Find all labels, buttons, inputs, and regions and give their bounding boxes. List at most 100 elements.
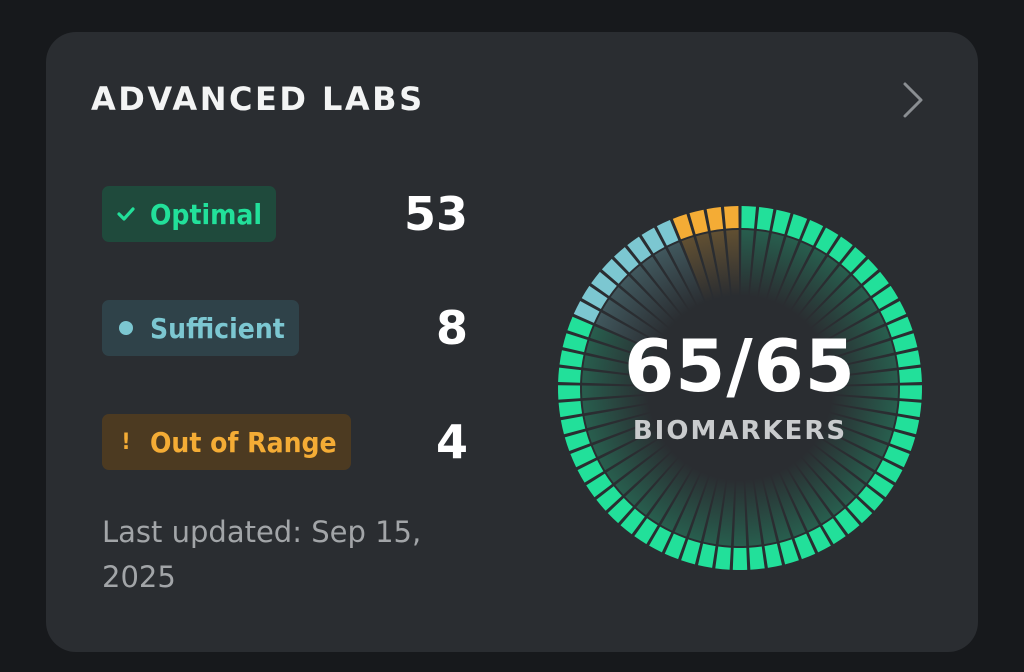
gauge-segment-glow <box>595 312 660 351</box>
gauge-segment-glow <box>794 457 844 516</box>
gauge-segment-optimal <box>890 431 916 452</box>
gauge-segment-glow <box>775 242 813 307</box>
gauge-segment-optimal <box>894 416 920 435</box>
gauge-segment-optimal <box>872 285 899 310</box>
gauge-segment-optimal <box>841 247 866 273</box>
gauge-segment-glow <box>740 230 754 297</box>
gauge-segment-optimal <box>801 220 824 246</box>
gauge-segment-sufficient <box>591 271 617 296</box>
gauge-segment-glow <box>745 479 762 546</box>
gauge-segment-glow <box>818 429 882 471</box>
last-updated-text: Last updated: Sep 15, 2025 <box>102 515 422 594</box>
gauge-segment-glow <box>654 248 697 311</box>
status-row-optimal: Optimal 53 <box>102 186 468 242</box>
gauge-segment-optimal <box>858 486 884 511</box>
status-row-out-of-range: ! Out of Range 4 <box>102 414 468 470</box>
gauge-segment-glow <box>733 479 747 546</box>
biomarker-count: 65/65 <box>624 324 856 408</box>
gauge-segment-sufficient <box>627 236 652 263</box>
gauge-segment-optimal <box>899 385 922 400</box>
gauge-segment-glow <box>582 370 649 385</box>
gauge-segment-glow <box>831 385 898 399</box>
gauge-segment-optimal <box>749 546 765 570</box>
gauge-segment-optimal <box>559 350 584 368</box>
gauge-segment-optimal <box>732 547 748 570</box>
gauge-segment-glow <box>602 299 664 343</box>
gauge-segment-glow <box>681 236 713 303</box>
gauge-segment-glow <box>625 451 679 506</box>
gauge-segment-optimal <box>558 367 582 383</box>
gauge-segment-glow <box>824 326 890 359</box>
gauge-segment-glow <box>661 467 701 531</box>
gauge-segment-glow <box>696 233 722 300</box>
gauge-segment-optimal <box>876 460 903 483</box>
gauge-segment-optimal <box>634 518 658 545</box>
gauge-segment-optimal <box>772 209 791 235</box>
gauge-segment-optimal <box>892 333 918 353</box>
gauge-center: 65/65 BIOMARKERS <box>554 324 926 446</box>
gauge-segment-glow <box>710 230 731 298</box>
gauge-segment-glow <box>801 451 855 506</box>
gauge-segment-optimal <box>570 446 596 468</box>
gauge-segment-sufficient <box>581 285 608 310</box>
advanced-labs-card[interactable]: ADVANCED LABS Optimal 53 Sufficient 8 ! … <box>46 32 978 652</box>
gauge-segment-glow <box>804 275 860 329</box>
gauge-segment-glow <box>688 475 718 542</box>
gauge-segment-glow <box>762 475 792 542</box>
gauge-segment-optimal <box>787 214 808 240</box>
gauge-segment-glow <box>718 479 735 546</box>
gauge-segment-optimal <box>808 526 831 553</box>
gauge-segment-optimal <box>847 497 873 524</box>
gauge-segment-optimal <box>607 497 633 524</box>
status-row-sufficient: Sufficient 8 <box>102 300 468 356</box>
gauge-segment-glow <box>771 471 806 537</box>
out-of-range-count: 4 <box>435 415 468 469</box>
gauge-segment-optimal <box>741 206 756 229</box>
gauge-segment-optimal <box>586 473 613 498</box>
gauge-segment-optimal <box>896 350 921 368</box>
out-of-range-badge[interactable]: ! Out of Range <box>102 414 351 470</box>
gauge-segment-optimal <box>560 416 586 435</box>
gauge-segment-sufficient <box>614 247 639 273</box>
gauge-segment-optimal <box>835 508 860 535</box>
optimal-badge[interactable]: Optimal <box>102 186 276 242</box>
gauge-segment-optimal <box>564 431 590 452</box>
gauge-segment-out-of-range <box>724 206 739 229</box>
gauge-segment-glow <box>787 462 832 524</box>
gauge-segment-glow <box>615 444 673 495</box>
sufficient-badge[interactable]: Sufficient <box>102 300 299 356</box>
gauge-segment-optimal <box>828 236 853 263</box>
gauge-segment-optimal <box>577 460 604 483</box>
gauge-segment-glow <box>586 340 653 368</box>
gauge-segment-optimal <box>558 400 583 418</box>
gauge-segment-optimal <box>562 333 588 353</box>
gauge-segment-out-of-range <box>706 207 724 231</box>
biomarkers-label: BIOMARKERS <box>632 416 848 446</box>
gauge-segment-optimal <box>887 316 913 338</box>
gauge-segment-glow <box>620 275 676 329</box>
gauge-segment-glow <box>592 421 658 457</box>
gauge-segment-glow <box>816 299 878 343</box>
gauge-segment-glow <box>606 437 667 483</box>
gauge-segment-glow <box>810 287 870 336</box>
gauge-segment-optimal <box>779 539 799 565</box>
gauge-segment-optimal <box>756 207 774 231</box>
gauge-segment-glow <box>767 236 799 303</box>
out-of-range-label: Out of Range <box>150 425 337 459</box>
gauge-segment-optimal <box>852 258 879 284</box>
gauge-segment-optimal <box>764 543 783 568</box>
gauge-segment-glow <box>758 233 784 300</box>
biomarkers-ring-gauge <box>558 206 922 570</box>
gauge-segment-glow <box>648 462 693 524</box>
gauge-segment-glow <box>822 421 888 457</box>
chevron-right-icon[interactable] <box>896 80 928 120</box>
gauge-segment-glow <box>826 412 893 443</box>
exclamation-icon: ! <box>121 429 131 455</box>
check-icon <box>116 204 136 224</box>
gauge-segment-optimal <box>697 543 716 568</box>
gauge-segment-glow <box>726 230 740 297</box>
gauge-segment-glow <box>703 477 726 545</box>
gauge-segment-glow <box>754 477 777 545</box>
sufficient-count: 8 <box>435 301 468 355</box>
gauge-segment-glow <box>783 248 826 311</box>
